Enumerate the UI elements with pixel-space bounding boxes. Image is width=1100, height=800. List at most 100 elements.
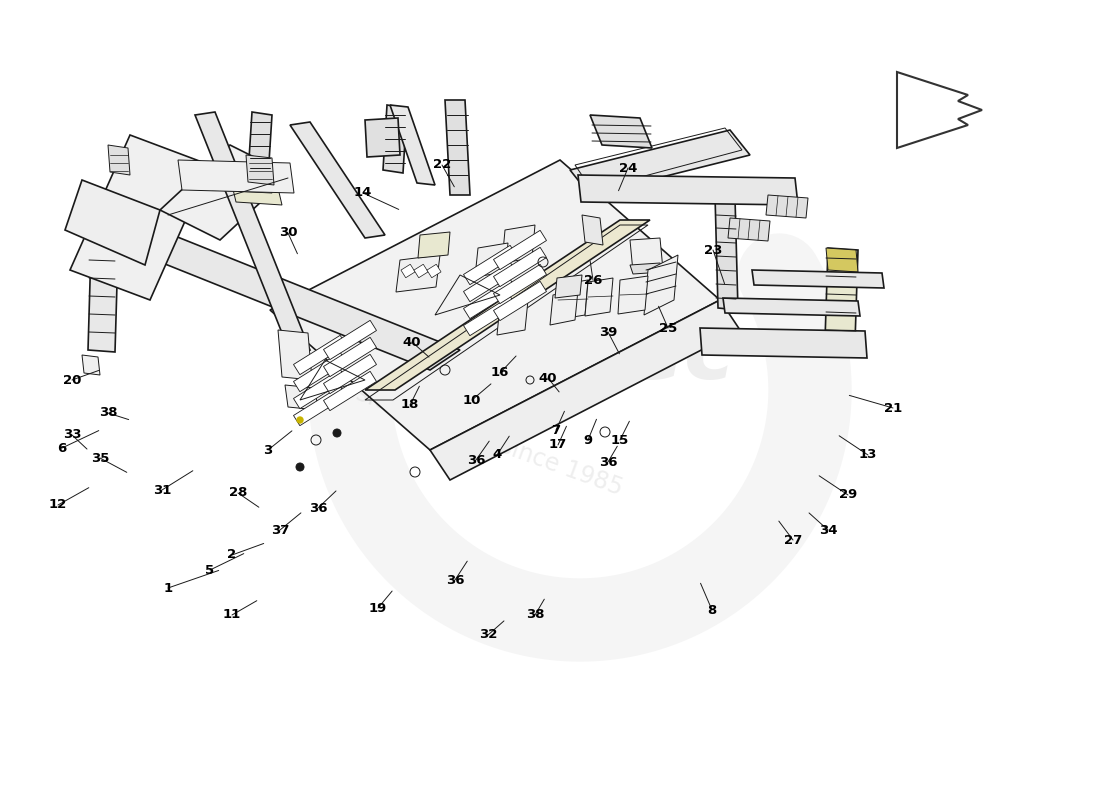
Polygon shape xyxy=(715,195,738,310)
Circle shape xyxy=(333,429,341,437)
Polygon shape xyxy=(323,371,376,410)
Text: 35: 35 xyxy=(91,451,109,465)
Polygon shape xyxy=(365,118,400,157)
Polygon shape xyxy=(475,243,508,277)
Polygon shape xyxy=(178,160,294,193)
Polygon shape xyxy=(582,215,603,245)
Text: 21: 21 xyxy=(884,402,902,414)
Polygon shape xyxy=(430,300,740,480)
Text: 19: 19 xyxy=(368,602,387,614)
Text: 24: 24 xyxy=(619,162,637,174)
Text: 20: 20 xyxy=(63,374,81,386)
Text: 7: 7 xyxy=(551,423,561,437)
Text: 31: 31 xyxy=(153,483,172,497)
Polygon shape xyxy=(590,115,652,148)
Polygon shape xyxy=(195,112,310,353)
Polygon shape xyxy=(427,264,441,278)
Polygon shape xyxy=(290,122,385,238)
Text: 28: 28 xyxy=(229,486,248,499)
Polygon shape xyxy=(630,263,663,274)
Text: 1: 1 xyxy=(164,582,173,594)
Text: 6: 6 xyxy=(57,442,67,454)
Polygon shape xyxy=(752,270,884,288)
Text: 36: 36 xyxy=(446,574,464,586)
Polygon shape xyxy=(294,386,346,426)
Text: 38: 38 xyxy=(526,609,544,622)
Polygon shape xyxy=(70,135,210,300)
Text: 33: 33 xyxy=(63,429,81,442)
Text: 8: 8 xyxy=(707,603,716,617)
Text: 9: 9 xyxy=(583,434,593,446)
Polygon shape xyxy=(402,264,415,278)
Text: 15: 15 xyxy=(610,434,629,446)
Text: 30: 30 xyxy=(278,226,297,239)
Polygon shape xyxy=(294,352,346,392)
Polygon shape xyxy=(270,160,720,450)
Text: 40: 40 xyxy=(403,335,421,349)
Polygon shape xyxy=(502,225,535,263)
Polygon shape xyxy=(550,290,578,325)
Text: a passion for cars since 1985: a passion for cars since 1985 xyxy=(294,359,627,501)
Polygon shape xyxy=(323,338,376,377)
Text: 10: 10 xyxy=(463,394,481,406)
Polygon shape xyxy=(766,195,808,218)
Text: 29: 29 xyxy=(839,489,857,502)
Text: 12: 12 xyxy=(48,498,67,511)
Text: 36: 36 xyxy=(466,454,485,466)
Polygon shape xyxy=(396,255,440,292)
Text: 13: 13 xyxy=(859,449,877,462)
Polygon shape xyxy=(494,247,547,286)
Polygon shape xyxy=(88,248,118,352)
Polygon shape xyxy=(108,145,130,175)
Text: 27: 27 xyxy=(784,534,802,546)
Polygon shape xyxy=(130,230,460,370)
Polygon shape xyxy=(285,385,318,410)
Text: 5: 5 xyxy=(206,563,214,577)
Polygon shape xyxy=(570,130,750,195)
Polygon shape xyxy=(446,100,470,195)
Text: 39: 39 xyxy=(598,326,617,338)
Polygon shape xyxy=(65,180,160,265)
Polygon shape xyxy=(497,300,528,335)
Text: 4: 4 xyxy=(493,449,502,462)
Text: 36: 36 xyxy=(598,455,617,469)
Polygon shape xyxy=(723,298,860,316)
Text: 2: 2 xyxy=(228,549,236,562)
Text: 11: 11 xyxy=(223,609,241,622)
Polygon shape xyxy=(82,355,100,375)
Polygon shape xyxy=(294,370,346,409)
Polygon shape xyxy=(418,232,450,258)
Polygon shape xyxy=(463,262,517,302)
Polygon shape xyxy=(208,172,272,193)
Text: 25: 25 xyxy=(659,322,678,334)
Polygon shape xyxy=(414,264,428,278)
Text: 3: 3 xyxy=(263,443,273,457)
Text: 26: 26 xyxy=(584,274,602,286)
Text: 14: 14 xyxy=(354,186,372,199)
Polygon shape xyxy=(700,328,867,358)
Text: eurotec: eurotec xyxy=(364,314,736,397)
Polygon shape xyxy=(494,230,547,270)
Polygon shape xyxy=(463,296,517,336)
Polygon shape xyxy=(630,238,663,272)
Text: 37: 37 xyxy=(271,523,289,537)
Polygon shape xyxy=(246,155,274,185)
Circle shape xyxy=(296,463,304,471)
Polygon shape xyxy=(323,320,376,360)
Polygon shape xyxy=(390,105,435,185)
Polygon shape xyxy=(323,354,376,394)
Polygon shape xyxy=(494,282,547,321)
Polygon shape xyxy=(825,248,858,342)
Polygon shape xyxy=(383,105,407,173)
Polygon shape xyxy=(826,248,858,272)
Text: 17: 17 xyxy=(549,438,568,451)
Polygon shape xyxy=(494,264,547,304)
Text: 18: 18 xyxy=(400,398,419,411)
Polygon shape xyxy=(556,275,582,298)
Text: 40: 40 xyxy=(539,371,558,385)
Polygon shape xyxy=(160,145,290,240)
Text: 34: 34 xyxy=(818,523,837,537)
Polygon shape xyxy=(463,246,517,285)
Polygon shape xyxy=(463,279,517,318)
Text: 22: 22 xyxy=(433,158,451,171)
